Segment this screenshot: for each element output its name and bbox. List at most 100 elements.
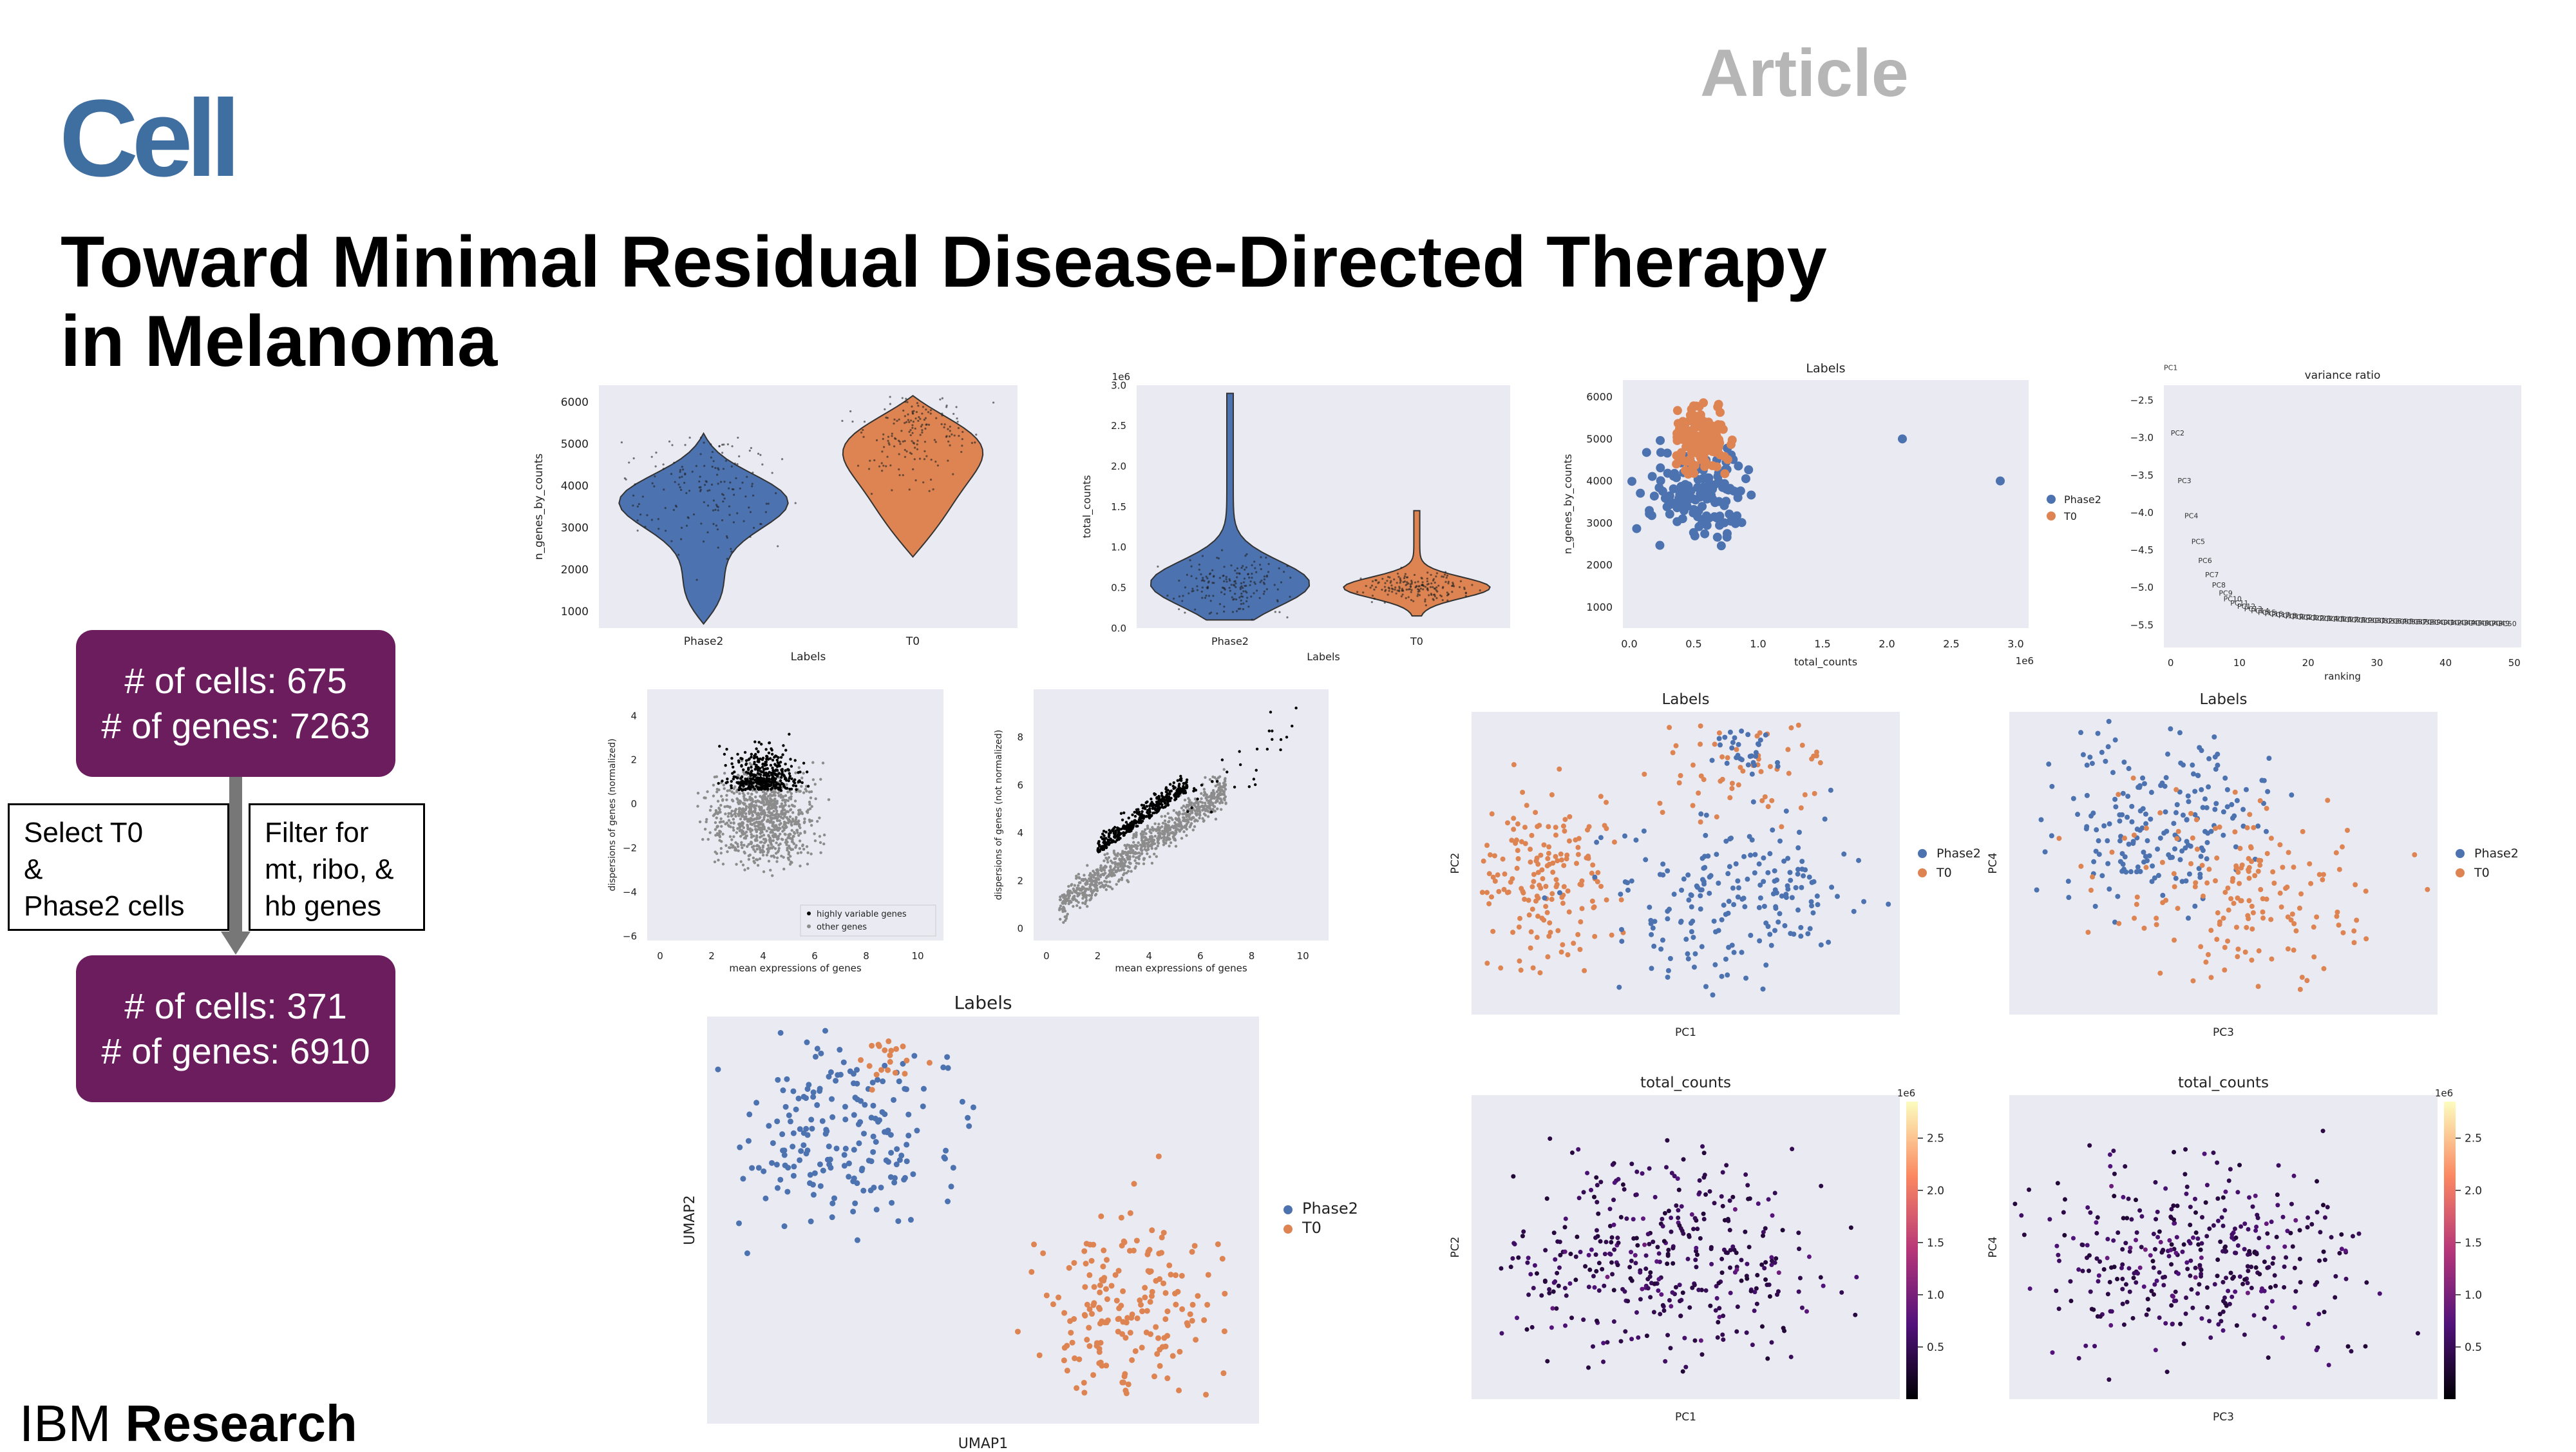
violin-point: [1373, 588, 1376, 591]
point-phase2: [1742, 904, 1748, 910]
point-other-gene: [753, 825, 757, 828]
y-tick-label: −4: [623, 886, 637, 898]
point-phase2: [1665, 908, 1671, 914]
point-other-gene: [725, 821, 729, 825]
point-phase2: [873, 1139, 879, 1145]
point-other-gene: [1182, 804, 1186, 808]
point-other-gene: [1213, 805, 1217, 808]
violin-point: [699, 486, 702, 488]
violin-point: [765, 502, 768, 505]
point-phase2: [1760, 986, 1766, 992]
point-phase2: [2112, 796, 2118, 802]
point-hv-gene: [788, 787, 791, 791]
point-hv-gene: [772, 783, 775, 787]
point-t0: [1561, 884, 1567, 890]
point-other-gene: [767, 859, 771, 863]
violin-point: [1442, 575, 1445, 578]
point-hv-gene: [771, 772, 774, 776]
point-other-gene: [1146, 843, 1150, 847]
point-phase2: [1664, 497, 1674, 506]
point-other-gene: [732, 828, 735, 832]
violin-point: [1157, 565, 1159, 568]
point-phase2: [2180, 812, 2186, 818]
point-other-gene: [1196, 812, 1199, 816]
point-other-gene: [753, 838, 757, 841]
point-phase2: [2141, 859, 2146, 865]
point-t0: [1486, 901, 1492, 906]
filter-step-line-1: Filter for: [265, 817, 369, 848]
violin-point: [889, 396, 891, 398]
point-t0: [1540, 876, 1546, 882]
point-other-gene: [750, 840, 753, 844]
point-other-gene: [1140, 849, 1144, 852]
point-t0: [1729, 780, 1735, 786]
point-other-gene: [1104, 888, 1108, 892]
point-t0: [1517, 958, 1522, 964]
point-other-gene: [1095, 889, 1099, 892]
point-hv-gene: [753, 740, 757, 743]
page-title: Toward Minimal Residual Disease-Directed…: [61, 222, 1993, 381]
violin-point: [911, 426, 914, 429]
point-t0: [2363, 936, 2369, 942]
point-phase2: [810, 1192, 817, 1198]
point-t0: [1710, 431, 1720, 441]
point-other-gene: [805, 845, 809, 848]
point-t0: [2250, 910, 2256, 915]
point-phase2: [715, 1066, 721, 1073]
violin-point: [1196, 589, 1198, 591]
point-phase2: [790, 1130, 797, 1136]
point-phase2: [837, 1047, 843, 1053]
violin-phase2: [618, 432, 789, 626]
point-phase2: [2148, 816, 2154, 822]
y-tick-label: 4: [1017, 827, 1023, 839]
violin-point: [904, 401, 907, 403]
point-phase2: [2206, 756, 2212, 761]
violin-point: [1370, 601, 1373, 604]
point-phase2: [2065, 879, 2071, 884]
point-hv-gene: [744, 770, 748, 774]
point-hv-gene: [788, 776, 791, 780]
point-other-gene: [1105, 880, 1108, 884]
point-phase2: [1703, 832, 1709, 838]
point-other-gene: [738, 792, 741, 796]
point-other-gene: [1194, 805, 1198, 808]
violin-point: [721, 493, 724, 495]
violin-point: [1184, 611, 1186, 614]
violin-point: [714, 466, 717, 470]
violin-point: [1394, 588, 1396, 591]
violin-point: [1178, 579, 1180, 582]
point-hv-gene: [730, 762, 734, 765]
point-other-gene: [732, 821, 735, 825]
point-hv-gene: [745, 779, 749, 783]
point-other-gene: [752, 805, 755, 808]
point-hv-gene: [1149, 815, 1153, 818]
point-other-gene: [737, 810, 741, 814]
point-hv-gene: [1160, 792, 1164, 795]
point-phase2: [2213, 767, 2219, 772]
point-hv-gene: [1117, 830, 1121, 834]
point-other-gene: [1168, 845, 1171, 848]
point-other-gene: [773, 803, 777, 807]
point-hv-gene: [1145, 805, 1149, 808]
point-phase2: [920, 1103, 926, 1109]
point-t0: [1149, 1288, 1155, 1295]
point-other-gene: [1086, 880, 1089, 884]
point-phase2: [2049, 833, 2054, 839]
violin-point: [870, 493, 873, 495]
point-other-gene: [1084, 900, 1087, 904]
point-phase2: [2211, 734, 2217, 740]
point-other-gene: [788, 805, 791, 808]
point-hv-gene: [717, 781, 720, 785]
violin-point: [1286, 565, 1289, 568]
point-t0: [1528, 846, 1533, 852]
point-other-gene: [734, 808, 738, 811]
point-other-gene: [1175, 818, 1179, 821]
point-hv-gene: [1135, 821, 1138, 824]
point-t0: [2286, 850, 2291, 855]
point-phase2: [1776, 919, 1781, 925]
point-t0: [1537, 883, 1542, 888]
point-hv-gene: [736, 752, 739, 756]
point-hv-gene: [742, 768, 745, 772]
point-phase2: [1658, 946, 1664, 952]
point-t0: [1758, 769, 1764, 774]
